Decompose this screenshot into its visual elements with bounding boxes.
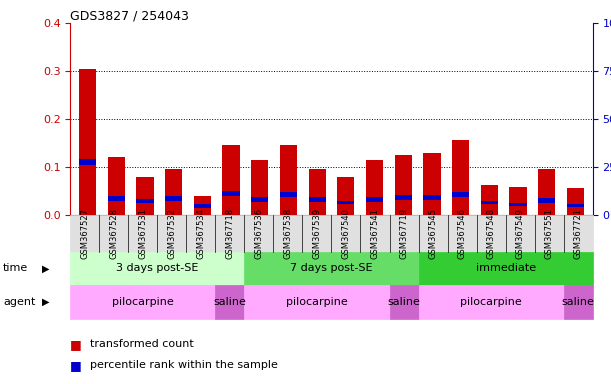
Text: pilocarpine: pilocarpine — [460, 297, 522, 307]
Text: GSM367536: GSM367536 — [254, 208, 263, 259]
Text: GSM367540: GSM367540 — [342, 208, 351, 259]
Text: 3 days post-SE: 3 days post-SE — [116, 263, 199, 273]
Text: pilocarpine: pilocarpine — [286, 297, 348, 307]
Bar — [423, 152, 441, 215]
Text: immediate: immediate — [475, 263, 536, 273]
Bar — [222, 191, 240, 196]
Bar — [481, 185, 498, 215]
Bar — [194, 204, 211, 208]
Text: saline: saline — [213, 297, 246, 307]
Text: time: time — [3, 263, 28, 273]
Bar — [337, 177, 354, 215]
Text: GDS3827 / 254043: GDS3827 / 254043 — [70, 10, 189, 23]
Bar — [538, 169, 555, 215]
Bar — [481, 200, 498, 204]
Text: pilocarpine: pilocarpine — [112, 297, 174, 307]
Text: GSM367527: GSM367527 — [80, 208, 89, 259]
Text: GSM367528: GSM367528 — [109, 208, 119, 259]
Bar — [567, 188, 584, 215]
Bar — [309, 197, 326, 202]
Text: GSM367719: GSM367719 — [400, 208, 409, 259]
Bar — [251, 160, 268, 215]
Bar — [136, 199, 153, 203]
Text: 7 days post-SE: 7 days post-SE — [290, 263, 373, 273]
Bar — [251, 197, 268, 202]
Bar — [280, 192, 297, 197]
Text: GSM367718: GSM367718 — [225, 208, 235, 259]
Bar — [423, 195, 441, 200]
Text: ▶: ▶ — [42, 297, 49, 307]
Bar — [567, 204, 584, 207]
Text: GSM367539: GSM367539 — [312, 208, 321, 259]
Text: saline: saline — [562, 297, 595, 307]
Bar — [395, 155, 412, 215]
Text: GSM367721: GSM367721 — [574, 208, 583, 259]
Bar — [194, 196, 211, 215]
Text: GSM367538: GSM367538 — [284, 208, 293, 259]
Bar — [165, 196, 182, 200]
Bar — [108, 196, 125, 200]
Bar — [510, 203, 527, 207]
Bar — [136, 177, 153, 215]
Text: ▶: ▶ — [42, 263, 49, 273]
Text: GSM367541: GSM367541 — [370, 208, 379, 259]
Text: GSM367534: GSM367534 — [196, 208, 205, 259]
Text: GSM367548: GSM367548 — [486, 208, 496, 259]
Bar — [366, 197, 383, 202]
Bar — [108, 157, 125, 215]
Bar — [366, 160, 383, 215]
Text: GSM367546: GSM367546 — [458, 208, 467, 259]
Text: GSM367532: GSM367532 — [167, 208, 177, 259]
Bar — [337, 200, 354, 204]
Text: GSM367531: GSM367531 — [138, 208, 147, 259]
Text: GSM367551: GSM367551 — [544, 208, 554, 259]
Bar — [395, 195, 412, 200]
Bar — [79, 159, 96, 165]
Text: ■: ■ — [70, 359, 82, 372]
Text: ■: ■ — [70, 338, 82, 351]
Text: GSM367545: GSM367545 — [428, 208, 437, 259]
Bar — [165, 169, 182, 215]
Text: saline: saline — [387, 297, 420, 307]
Bar — [309, 169, 326, 215]
Bar — [538, 198, 555, 203]
Bar — [452, 140, 469, 215]
Text: agent: agent — [3, 297, 35, 307]
Bar — [222, 146, 240, 215]
Bar — [452, 192, 469, 197]
Bar — [280, 146, 297, 215]
Bar — [510, 187, 527, 215]
Text: transformed count: transformed count — [90, 339, 194, 349]
Text: GSM367549: GSM367549 — [516, 208, 525, 259]
Text: percentile rank within the sample: percentile rank within the sample — [90, 360, 278, 370]
Bar — [79, 69, 96, 215]
